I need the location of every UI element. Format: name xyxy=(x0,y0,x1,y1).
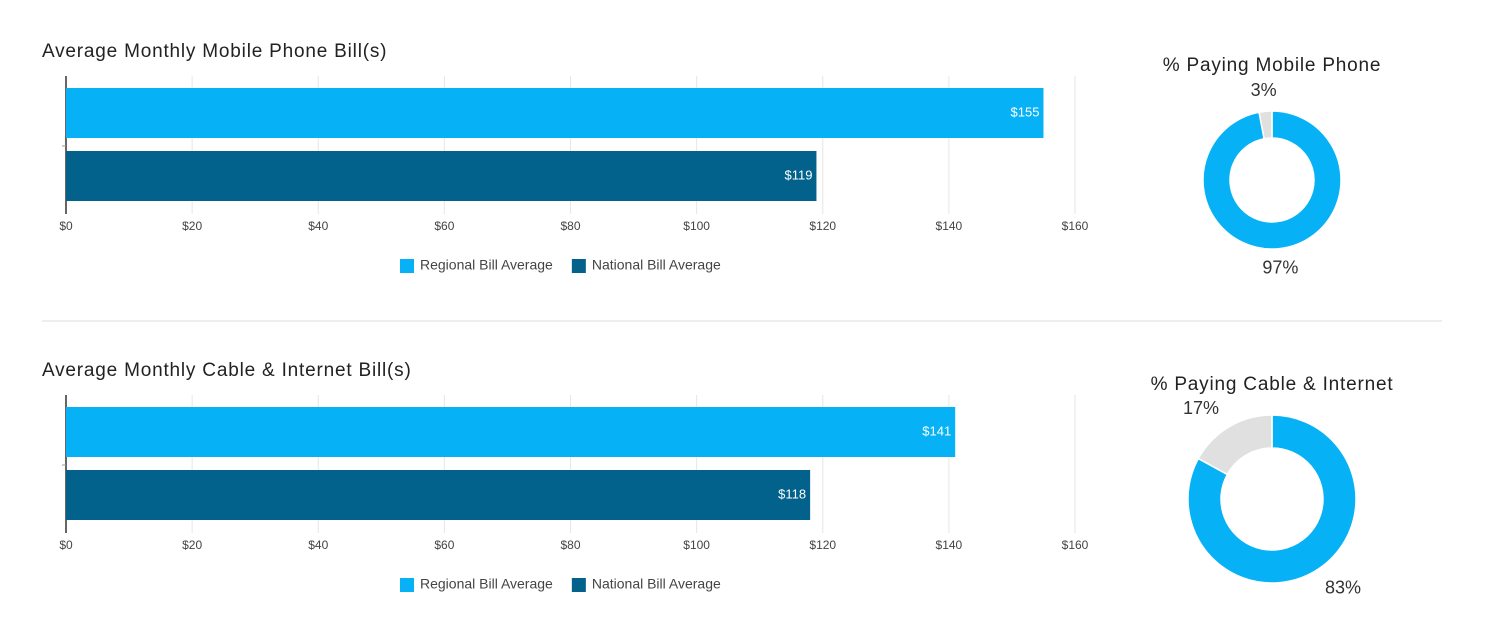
x-tick-label: $100 xyxy=(683,538,710,552)
legend-swatch xyxy=(571,578,586,592)
bar xyxy=(66,470,811,520)
value-label: $118 xyxy=(778,486,806,501)
slice-label: 83% xyxy=(1325,577,1361,597)
chart-title: Average Monthly Cable & Internet Bill(s) xyxy=(42,360,412,381)
legend-label: Regional Bill Average xyxy=(420,257,553,273)
legend-swatch xyxy=(400,578,414,592)
slice-label: 17% xyxy=(1183,398,1219,418)
bar xyxy=(66,407,956,457)
legend-swatch xyxy=(400,259,414,273)
x-tick-label: $120 xyxy=(809,538,836,552)
x-tick-label: $140 xyxy=(936,538,963,552)
donut-slice xyxy=(1187,414,1357,584)
x-tick-label: $100 xyxy=(683,219,710,233)
x-tick-label: $60 xyxy=(434,538,454,552)
x-tick-label: $80 xyxy=(560,538,580,552)
donut-slice xyxy=(1197,414,1273,476)
donut-slice xyxy=(1202,110,1342,250)
legend-swatch xyxy=(571,259,586,273)
chart-title: Average Monthly Mobile Phone Bill(s) xyxy=(42,41,387,62)
legend-label: National Bill Average xyxy=(592,257,721,273)
legend-label: Regional Bill Average xyxy=(420,576,553,592)
x-tick-label: $40 xyxy=(308,538,328,552)
x-tick-label: $160 xyxy=(1062,219,1089,233)
value-label: $119 xyxy=(784,167,812,182)
chart-title: % Paying Cable & Internet xyxy=(1151,374,1394,395)
x-tick-label: $120 xyxy=(809,219,836,233)
donut-slice xyxy=(1258,110,1273,140)
value-label: $155 xyxy=(1011,104,1040,119)
x-tick-label: $60 xyxy=(434,219,454,233)
slice-label: 3% xyxy=(1251,80,1277,100)
value-label: $141 xyxy=(922,423,951,438)
x-tick-label: $20 xyxy=(182,219,202,233)
x-tick-label: $80 xyxy=(560,219,580,233)
x-tick-label: $40 xyxy=(308,219,328,233)
x-tick-label: $0 xyxy=(59,538,73,552)
x-tick-label: $20 xyxy=(182,538,202,552)
chart-title: % Paying Mobile Phone xyxy=(1163,55,1382,76)
bar xyxy=(66,88,1044,138)
x-tick-label: $140 xyxy=(936,219,963,233)
slice-label: 97% xyxy=(1262,257,1298,277)
x-tick-label: $0 xyxy=(59,219,73,233)
bar xyxy=(66,151,817,201)
x-tick-label: $160 xyxy=(1062,538,1089,552)
legend-label: National Bill Average xyxy=(592,576,721,592)
